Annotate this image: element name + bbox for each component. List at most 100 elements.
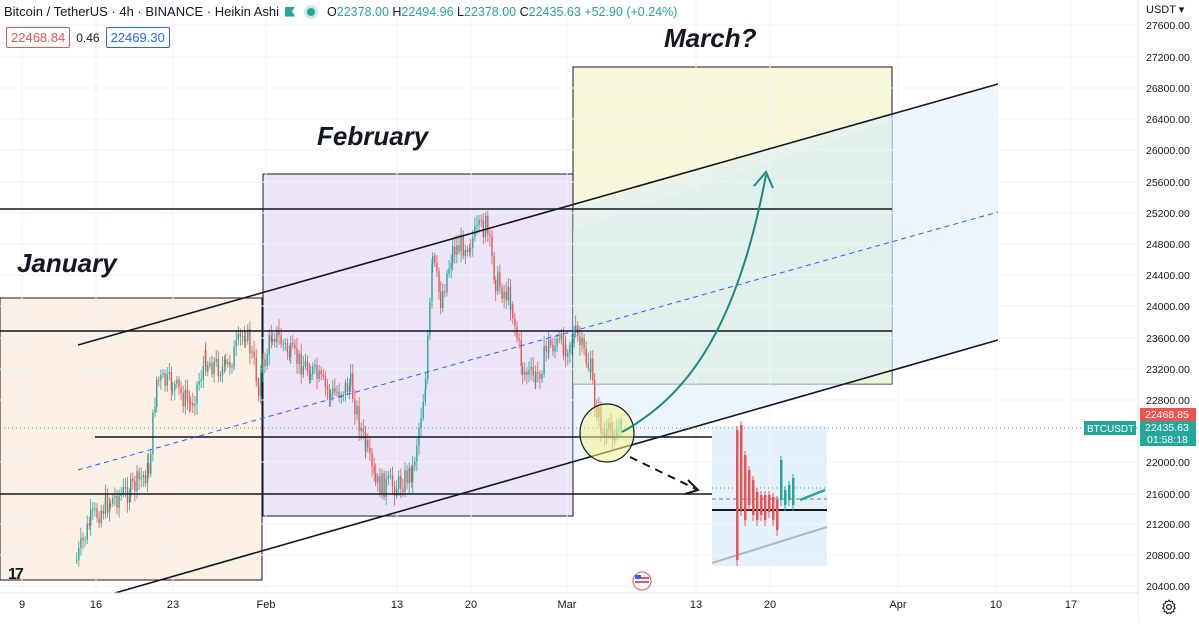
candle-body [229,361,231,368]
candle-body [146,463,149,484]
candle-body [342,394,344,396]
candle-body [446,273,448,293]
candle-body [464,249,466,256]
candle-body [114,495,116,498]
candle-body [503,291,505,299]
candle-body [497,272,499,292]
inset-candle-body [748,470,751,505]
candle-body [550,339,552,345]
candle-body [328,390,331,398]
inset-candle-body [768,495,771,512]
candle-body [108,503,111,513]
candle-body [170,372,173,391]
candle-body [412,465,414,483]
candle-body [375,473,377,483]
time-label: 23 [167,599,179,611]
time-label: 9 [19,599,25,611]
candle-body [211,362,213,375]
candle-body [104,495,107,514]
inset-candle-body [776,500,779,530]
candle-body [268,335,270,355]
candle-body [354,398,356,415]
candle-body [324,376,327,387]
time-axis-labels: 9 16 23 Feb 13 20 Mar 13 20 Apr 10 17 [19,599,1077,611]
channel-mid-line [77,211,999,471]
candle-body [336,391,338,393]
candle-body [180,387,182,393]
candle-body [86,523,88,540]
currency-menu[interactable]: USDT ▾ [1146,4,1185,16]
quote-row: 22468.84 0.46 22469.30 [6,27,170,48]
candle-body [233,346,235,368]
candle-body [458,245,460,252]
tradingview-logo-icon[interactable]: 17 [8,566,24,583]
candle-body [385,478,387,497]
candle-body [84,539,86,541]
candle-body [466,249,469,252]
symbol-legend: Bitcoin / TetherUS · 4h · BINANCE · Heik… [4,4,677,19]
candle-body [298,353,300,364]
time-label: Feb [257,599,276,611]
candle-body [487,215,489,235]
candle-body [158,379,160,381]
candle-body [94,508,96,510]
candle-body [144,475,147,484]
buy-price-button[interactable]: 22469.30 [105,27,170,48]
gear-icon[interactable] [1160,598,1178,616]
candle-body [302,366,304,375]
time-label: 13 [391,599,403,611]
candle-body [499,272,501,288]
candle-body [402,488,404,492]
close-value: 22435.63 [528,4,581,19]
candle-body [156,379,158,408]
price-label: 20400.00 [1146,581,1190,593]
candle-body [174,383,176,391]
sell-price-button[interactable]: 22468.84 [6,27,71,48]
candle-body [424,389,426,402]
candle-body [400,476,402,489]
candle-body [543,345,545,375]
candle-body [255,357,257,382]
us-flag-events-icon[interactable] [632,571,652,591]
candle-body [592,358,594,380]
candle-body [456,245,458,255]
price-label: 23200.00 [1146,364,1190,376]
candle-body [270,335,272,342]
candle-body [436,262,438,272]
candle-body [241,336,244,338]
annotation-january: January [17,248,118,278]
candle-body [414,461,416,466]
candle-body [88,523,90,526]
candle-body [207,365,209,372]
candle-body [330,394,332,398]
inset-candle-body [764,495,767,520]
candle-body [562,333,565,357]
price-label: 20800.00 [1146,550,1190,562]
january-box [0,297,263,581]
candle-body [495,280,497,292]
candle-body [554,346,556,352]
candle-body [178,379,180,388]
flag-icon[interactable] [285,6,296,17]
candle-body [501,287,503,299]
candle-body [358,405,360,432]
candle-body [176,379,178,384]
candle-body [450,263,452,269]
candle-body [520,340,522,367]
symbol-title[interactable]: Bitcoin / TetherUS · 4h · BINANCE · Heik… [4,4,280,19]
candle-body [476,224,478,227]
candle-body [221,366,224,376]
candle-body [575,325,577,333]
candle-body [192,402,194,406]
inset-candle-body [792,478,795,505]
candle-body [96,508,98,518]
time-axis[interactable] [0,593,1138,622]
inset-candle-body [736,430,739,560]
price-label: 25200.00 [1146,208,1190,220]
candle-body [440,291,442,309]
price-axis[interactable] [1138,0,1199,622]
candle-body [404,470,406,492]
candle-body [579,336,581,346]
candle-body [116,495,118,508]
